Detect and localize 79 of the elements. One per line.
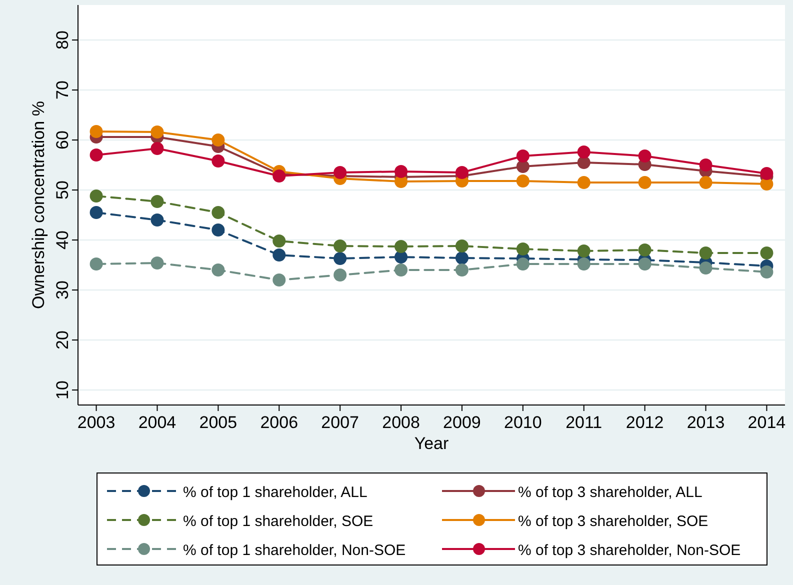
x-tick-label: 2013 [686, 413, 725, 432]
point [334, 252, 347, 265]
point [212, 134, 225, 146]
legend-label: % of top 1 shareholder, Non-SOE [183, 542, 406, 559]
point [516, 258, 530, 270]
x-tick-label: 2008 [382, 413, 420, 432]
point [334, 240, 347, 252]
point [760, 266, 774, 278]
point [516, 150, 530, 162]
point [577, 176, 590, 189]
x-tick-label: 2007 [321, 413, 359, 432]
point [455, 240, 468, 252]
point [516, 160, 530, 173]
point [760, 167, 774, 180]
point [272, 274, 286, 286]
point [516, 174, 530, 188]
y-tick-label: 30 [53, 280, 72, 300]
point [394, 240, 408, 253]
point [212, 206, 225, 219]
point [638, 176, 652, 189]
point [90, 148, 103, 162]
point [212, 154, 225, 168]
legend-label: % of top 3 shareholder, ALL [518, 484, 702, 501]
y-tick-label: 20 [53, 330, 72, 350]
point [760, 246, 774, 260]
point [455, 252, 468, 264]
point [150, 256, 164, 270]
point [90, 206, 103, 219]
point [577, 146, 590, 158]
y-axis-title: Ownership concentration % [29, 101, 48, 309]
y-tick-label: 10 [53, 380, 72, 400]
y-tick-label: 80 [53, 30, 72, 50]
legend-label: % of top 1 shareholder, SOE [183, 513, 374, 530]
x-tick-label: 2006 [260, 413, 298, 432]
point [455, 264, 468, 276]
point [334, 166, 347, 179]
point [90, 125, 103, 138]
point [516, 242, 530, 256]
x-tick-label: 2012 [626, 413, 664, 432]
point [150, 142, 164, 155]
point [150, 126, 164, 138]
x-tick-label: 2005 [199, 413, 238, 432]
x-tick-label: 2004 [138, 413, 176, 432]
point [455, 166, 468, 179]
point [272, 248, 286, 262]
y-tick-label: 70 [53, 80, 72, 100]
point [577, 244, 590, 258]
point [394, 264, 408, 276]
point [334, 268, 347, 282]
point [577, 258, 590, 270]
y-tick-label: 40 [53, 230, 72, 250]
point [212, 224, 225, 236]
x-tick-label: 2003 [77, 413, 116, 432]
legend-label: % of top 3 shareholder, Non-SOE [518, 542, 741, 559]
x-tick-label: 2014 [748, 413, 786, 432]
point [638, 258, 652, 270]
point [638, 244, 652, 256]
point [638, 150, 652, 162]
y-tick-label: 60 [53, 130, 72, 150]
point [150, 195, 164, 208]
x-tick-label: 2009 [443, 413, 481, 432]
point [699, 158, 712, 172]
legend-label: % of top 1 shareholder, ALL [183, 484, 368, 501]
point [394, 250, 408, 264]
point [90, 190, 103, 202]
point [577, 156, 590, 169]
point [90, 258, 103, 270]
point [394, 165, 408, 178]
point [272, 234, 286, 248]
y-tick-label: 50 [53, 180, 72, 200]
point [212, 264, 225, 276]
x-tick-label: 2010 [504, 413, 542, 432]
point [699, 262, 712, 274]
point [699, 246, 712, 260]
point [699, 176, 712, 189]
x-axis-title: Year [414, 434, 450, 453]
legend-label: % of top 3 shareholder, SOE [518, 513, 708, 530]
x-tick-label: 2011 [566, 413, 602, 432]
point [150, 214, 164, 226]
